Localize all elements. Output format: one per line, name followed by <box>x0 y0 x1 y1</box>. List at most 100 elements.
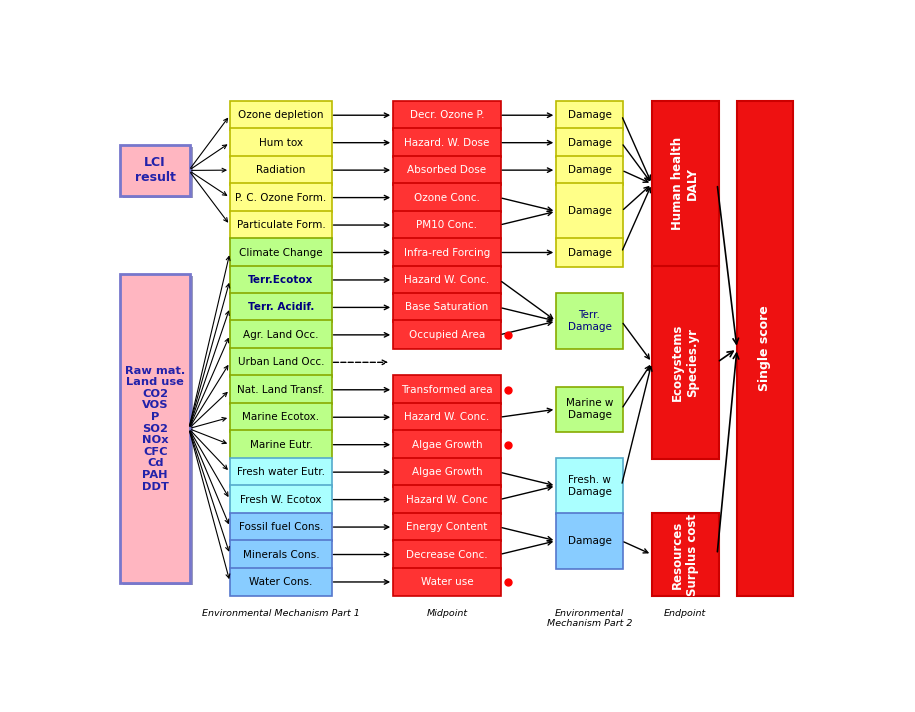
Text: Terr.
Damage: Terr. Damage <box>567 310 611 332</box>
Text: Radiation: Radiation <box>256 165 306 175</box>
Text: Single score: Single score <box>759 305 771 392</box>
Text: Damage: Damage <box>567 536 611 546</box>
FancyBboxPatch shape <box>230 156 332 184</box>
Text: Resources
Surplus cost: Resources Surplus cost <box>672 513 699 595</box>
Text: Occupied Area: Occupied Area <box>409 330 485 340</box>
Text: Fresh water Eutr.: Fresh water Eutr. <box>237 467 325 477</box>
Text: P. C. Ozone Form.: P. C. Ozone Form. <box>235 192 327 203</box>
FancyBboxPatch shape <box>556 101 623 130</box>
Text: Damage: Damage <box>567 165 611 175</box>
Text: Hazard W. Conc.: Hazard W. Conc. <box>404 412 490 422</box>
FancyBboxPatch shape <box>651 266 718 459</box>
FancyBboxPatch shape <box>230 540 332 569</box>
FancyBboxPatch shape <box>230 128 332 157</box>
Text: Ecosystems
Species.yr: Ecosystems Species.yr <box>672 324 699 401</box>
Text: Fresh W. Ecotox: Fresh W. Ecotox <box>241 495 322 505</box>
Text: Damage: Damage <box>567 137 611 147</box>
FancyBboxPatch shape <box>393 266 501 294</box>
Text: Marine Ecotox.: Marine Ecotox. <box>242 412 319 422</box>
Text: Hum tox: Hum tox <box>259 137 303 147</box>
FancyBboxPatch shape <box>556 156 623 184</box>
Text: PM10 Conc.: PM10 Conc. <box>416 220 478 230</box>
FancyBboxPatch shape <box>230 293 332 322</box>
FancyBboxPatch shape <box>230 458 332 486</box>
Text: Marine w
Damage: Marine w Damage <box>565 399 613 420</box>
Text: Urban Land Occ.: Urban Land Occ. <box>238 357 324 367</box>
FancyBboxPatch shape <box>123 147 193 199</box>
Text: Water Cons.: Water Cons. <box>249 577 313 587</box>
Text: Raw mat.
Land use
CO2
VOS
P
SO2
NOx
CFC
Cd
PAH
DDT: Raw mat. Land use CO2 VOS P SO2 NOx CFC … <box>125 365 185 491</box>
FancyBboxPatch shape <box>230 375 332 404</box>
FancyBboxPatch shape <box>651 513 718 597</box>
FancyBboxPatch shape <box>556 183 623 239</box>
Text: Decrease Conc.: Decrease Conc. <box>406 550 488 560</box>
FancyBboxPatch shape <box>393 513 501 542</box>
FancyBboxPatch shape <box>651 101 718 267</box>
Text: Midpoint: Midpoint <box>426 609 468 618</box>
Text: Nat. Land Transf.: Nat. Land Transf. <box>237 384 325 394</box>
Text: Hazard W. Conc: Hazard W. Conc <box>406 495 488 505</box>
FancyBboxPatch shape <box>230 266 332 294</box>
Text: Marine Eutr.: Marine Eutr. <box>250 440 312 450</box>
FancyBboxPatch shape <box>393 375 501 404</box>
FancyBboxPatch shape <box>393 183 501 212</box>
Text: Absorbed Dose: Absorbed Dose <box>407 165 487 175</box>
Text: Environmental Mechanism Part 1: Environmental Mechanism Part 1 <box>202 609 360 618</box>
FancyBboxPatch shape <box>393 320 501 350</box>
Text: Fossil fuel Cons.: Fossil fuel Cons. <box>239 522 323 532</box>
Text: Damage: Damage <box>567 248 611 258</box>
Text: Ozone Conc.: Ozone Conc. <box>414 192 479 203</box>
Text: Damage: Damage <box>567 206 611 216</box>
Text: Hazard W. Conc.: Hazard W. Conc. <box>404 275 490 285</box>
Text: Endpoint: Endpoint <box>664 609 706 618</box>
FancyBboxPatch shape <box>230 513 332 542</box>
FancyBboxPatch shape <box>120 145 190 197</box>
FancyBboxPatch shape <box>556 387 623 431</box>
Text: Particulate Form.: Particulate Form. <box>237 220 326 230</box>
Text: Terr. Acidif.: Terr. Acidif. <box>248 303 314 313</box>
FancyBboxPatch shape <box>230 567 332 597</box>
Text: Terr.Ecotox: Terr.Ecotox <box>248 275 314 285</box>
FancyBboxPatch shape <box>393 293 501 322</box>
FancyBboxPatch shape <box>230 183 332 212</box>
Text: Decr. Ozone P.: Decr. Ozone P. <box>410 110 484 120</box>
FancyBboxPatch shape <box>230 430 332 459</box>
Text: Algae Growth: Algae Growth <box>412 467 482 477</box>
Text: Infra-red Forcing: Infra-red Forcing <box>404 248 490 258</box>
FancyBboxPatch shape <box>556 513 623 569</box>
Text: Transformed area: Transformed area <box>401 384 493 394</box>
FancyBboxPatch shape <box>393 156 501 184</box>
FancyBboxPatch shape <box>393 540 501 569</box>
FancyBboxPatch shape <box>393 211 501 239</box>
Text: Water use: Water use <box>421 577 473 587</box>
Text: Agr. Land Occ.: Agr. Land Occ. <box>243 330 318 340</box>
FancyBboxPatch shape <box>393 238 501 267</box>
FancyBboxPatch shape <box>393 101 501 130</box>
Text: Minerals Cons.: Minerals Cons. <box>242 550 319 560</box>
FancyBboxPatch shape <box>120 274 190 583</box>
FancyBboxPatch shape <box>230 320 332 350</box>
FancyBboxPatch shape <box>556 128 623 157</box>
FancyBboxPatch shape <box>737 101 793 597</box>
FancyBboxPatch shape <box>230 101 332 130</box>
FancyBboxPatch shape <box>393 403 501 431</box>
FancyBboxPatch shape <box>393 458 501 486</box>
Text: Algae Growth: Algae Growth <box>412 440 482 450</box>
FancyBboxPatch shape <box>393 485 501 514</box>
Text: Environmental
Mechanism Part 2: Environmental Mechanism Part 2 <box>547 609 632 629</box>
FancyBboxPatch shape <box>556 238 623 267</box>
Text: Energy Content: Energy Content <box>406 522 488 532</box>
FancyBboxPatch shape <box>230 403 332 431</box>
Text: LCI
result: LCI result <box>135 157 176 184</box>
FancyBboxPatch shape <box>230 485 332 514</box>
FancyBboxPatch shape <box>556 458 623 514</box>
Text: Ozone depletion: Ozone depletion <box>238 110 324 120</box>
Text: Human health
DALY: Human health DALY <box>672 137 699 231</box>
FancyBboxPatch shape <box>230 211 332 239</box>
Text: Fresh. w
Damage: Fresh. w Damage <box>567 475 611 497</box>
Text: Damage: Damage <box>567 110 611 120</box>
FancyBboxPatch shape <box>393 567 501 597</box>
FancyBboxPatch shape <box>556 293 623 350</box>
FancyBboxPatch shape <box>230 348 332 377</box>
FancyBboxPatch shape <box>230 238 332 267</box>
